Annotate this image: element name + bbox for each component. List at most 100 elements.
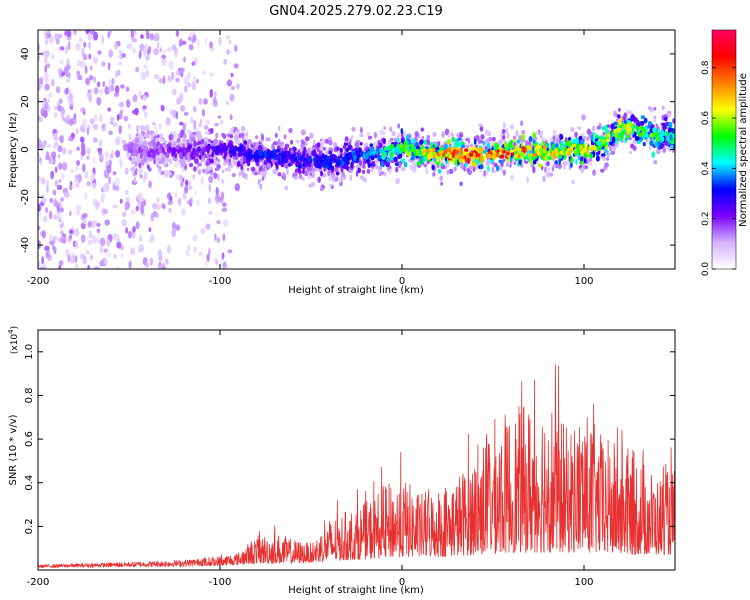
- heatmap-ridge-cell: [253, 171, 258, 176]
- heatmap-noise-cell: [116, 113, 120, 122]
- heatmap-ridge-cell: [600, 168, 605, 173]
- heatmap-ridge-cell: [434, 144, 438, 148]
- heatmap-ridge-cell: [330, 165, 335, 171]
- heatmap-ridge-cell: [506, 132, 510, 139]
- heatmap-ridge-cell: [507, 142, 512, 149]
- heatmap-ridge-cell: [513, 161, 517, 166]
- heatmap-ridge-cell: [162, 162, 167, 166]
- heatmap-noise-cell: [200, 228, 206, 234]
- heatmap-noise-cell: [137, 192, 143, 202]
- colorbar-tick-label: 0.0: [701, 262, 711, 277]
- heatmap-ridge-cell: [283, 175, 286, 181]
- heatmap-noise-cell: [144, 44, 149, 50]
- heatmap-noise-cell: [92, 182, 96, 189]
- heatmap-ridge-cell: [202, 146, 206, 153]
- heatmap-ridge-cell: [610, 150, 615, 155]
- heatmap-ridge-cell: [544, 166, 547, 173]
- heatmap-ridge-cell: [138, 146, 142, 154]
- heatmap-ridge-cell: [159, 133, 164, 139]
- heatmap-noise-cell: [149, 33, 154, 41]
- heatmap-noise-cell: [44, 49, 50, 58]
- heatmap-ridge-cell: [563, 161, 567, 167]
- heatmap-noise-cell: [82, 53, 88, 61]
- heatmap-noise-cell: [59, 235, 65, 243]
- heatmap-ridge-cell: [335, 177, 338, 182]
- heatmap-ridge-cell: [509, 175, 515, 180]
- heatmap-noise-cell: [47, 143, 52, 148]
- heatmap-ridge-cell: [259, 170, 264, 176]
- heatmap-noise-cell: [94, 266, 100, 269]
- colorbar-tick-label: 0.6: [701, 111, 711, 126]
- heatmap-noise-cell: [121, 53, 126, 58]
- heatmap-noise-cell: [64, 45, 68, 54]
- heatmap-noise-cell: [49, 197, 54, 203]
- heatmap-ridge-cell: [580, 139, 585, 145]
- heatmap-ridge-cell: [498, 159, 504, 164]
- heatmap-noise-cell: [63, 191, 70, 198]
- heatmap-ridge-cell: [493, 144, 497, 151]
- heatmap-ridge-cell: [172, 142, 176, 149]
- heatmap-noise-cell: [97, 50, 102, 55]
- heatmap-ridge-cell: [353, 154, 357, 162]
- heatmap-noise-cell: [41, 141, 47, 149]
- heatmap-ridge-cell: [298, 173, 303, 180]
- heatmap-noise-cell: [118, 158, 123, 164]
- heatmap-ridge-cell: [601, 136, 606, 140]
- heatmap-ridge-cell: [459, 181, 463, 187]
- heatmap-ridge-cell: [518, 159, 522, 165]
- heatmap-noise-cell: [122, 211, 127, 217]
- heatmap-noise-cell: [144, 124, 150, 132]
- heatmap-noise-cell: [64, 30, 68, 36]
- heatmap-noise-cell: [60, 223, 64, 229]
- heatmap-ridge-cell: [451, 151, 455, 159]
- heatmap-noise-cell: [86, 147, 91, 155]
- heatmap-ridge-cell: [480, 163, 484, 170]
- heatmap-ridge-cell: [223, 142, 226, 147]
- heatmap-noise-cell: [108, 49, 114, 58]
- heatmap-noise-cell: [67, 236, 72, 243]
- heatmap-noise-cell: [194, 189, 197, 197]
- heatmap-ridge-cell: [214, 123, 219, 127]
- heatmap-ridge-cell: [664, 122, 668, 127]
- heatmap-ridge-cell: [198, 154, 202, 160]
- heatmap-ridge-cell: [502, 135, 506, 140]
- heatmap-ridge-cell: [523, 156, 526, 161]
- heatmap-ridge-cell: [261, 176, 265, 181]
- heatmap-ridge-cell: [340, 177, 345, 182]
- heatmap-noise-cell: [102, 81, 106, 88]
- heatmap-ridge-cell: [537, 149, 541, 155]
- heatmap-ridge-cell: [491, 169, 495, 174]
- heatmap-noise-cell: [87, 32, 92, 41]
- heatmap-noise-cell: [193, 246, 197, 253]
- heatmap-ridge-cell: [459, 147, 464, 154]
- heatmap-ridge-cell: [324, 138, 329, 144]
- heatmap-noise-cell: [107, 252, 111, 258]
- heatmap-ridge-cell: [298, 170, 302, 174]
- heatmap-ridge-cell: [132, 151, 137, 157]
- heatmap-ridge-cell: [425, 169, 429, 175]
- heatmap-noise-cell: [120, 253, 124, 259]
- heatmap-ridge-cell: [257, 179, 262, 183]
- heatmap-noise-cell: [188, 180, 192, 188]
- figure-title: GN04.2025.279.02.23.C19: [269, 4, 443, 19]
- heatmap-ridge-cell: [397, 133, 401, 138]
- heatmap-ridge-cell: [314, 154, 319, 159]
- heatmap-noise-cell: [229, 95, 234, 101]
- heatmap-ridge-cell: [395, 177, 400, 185]
- heatmap-noise-cell: [86, 127, 90, 136]
- heatmap-ridge-cell: [436, 146, 440, 151]
- heatmap-ridge-cell: [647, 125, 651, 129]
- heatmap-noise-cell: [58, 179, 62, 184]
- heatmap-ridge-cell: [239, 144, 243, 151]
- heatmap-ridge-cell: [464, 148, 469, 152]
- heatmap-noise-cell: [77, 74, 83, 81]
- heatmap-noise-cell: [116, 241, 122, 249]
- heatmap-ridge-cell: [449, 160, 453, 164]
- heatmap-noise-cell: [118, 125, 122, 134]
- heatmap-ridge-cell: [441, 131, 445, 138]
- heatmap-ridge-cell: [179, 121, 184, 126]
- heatmap-noise-cell: [166, 156, 171, 162]
- heatmap-ridge-cell: [343, 162, 348, 170]
- heatmap-ridge-cell: [498, 151, 502, 156]
- heatmap-ridge-cell: [350, 134, 354, 140]
